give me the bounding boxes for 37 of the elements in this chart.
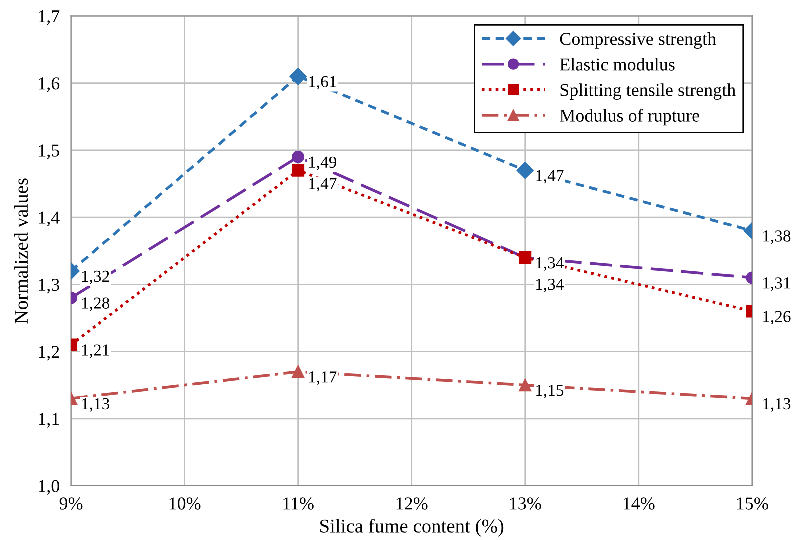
data-label: 1,47 (536, 170, 564, 184)
data-label: 1,34 (536, 257, 564, 272)
y-tick-label: 1,0 (39, 480, 60, 496)
data-label: 1,32 (82, 270, 110, 285)
data-label: 1,49 (310, 156, 337, 170)
y-tick-label: 1,5 (39, 144, 60, 160)
data-label: 1,15 (536, 385, 564, 399)
x-tick-label: 14% (624, 498, 655, 510)
data-label: 1,13 (82, 398, 110, 412)
data-label: 1,17 (310, 372, 337, 386)
data-label: 1,21 (82, 344, 110, 358)
y-tick-label: 1,2 (39, 346, 60, 361)
data-label: 1,38 (764, 230, 791, 244)
legend-label: Elastic modulus (560, 58, 675, 71)
data-label: 1,28 (82, 298, 110, 312)
data-label: 1,26 (764, 311, 791, 325)
y-tick-label: 1,7 (39, 10, 60, 26)
y-tick-label: 1,4 (39, 212, 60, 227)
data-label: 1,47 (310, 178, 337, 192)
y-axis-title: Normalized values (14, 178, 28, 324)
data-label: 1,31 (764, 278, 790, 292)
x-tick-label: 15% (737, 498, 768, 510)
x-tick-label: 9% (60, 498, 83, 510)
legend-label: Modulus of rupture (560, 109, 700, 126)
x-axis-title: Silica fume content (%) (320, 519, 504, 537)
x-tick-label: 13% (510, 498, 542, 510)
x-tick-label: 10% (170, 498, 201, 510)
y-tick-label: 1,6 (39, 78, 60, 92)
legend-label: Splitting tensile strength (560, 84, 736, 100)
data-label: 1,61 (310, 76, 336, 90)
x-tick-label: 11% (284, 498, 314, 510)
y-tick-label: 1,3 (39, 278, 60, 294)
data-label: 1,13 (764, 398, 791, 412)
legend-label: Compressive strength (560, 32, 716, 49)
x-tick-label: 12% (396, 498, 428, 510)
data-label: 1,34 (536, 278, 564, 293)
y-tick-label: 1,1 (39, 413, 60, 428)
